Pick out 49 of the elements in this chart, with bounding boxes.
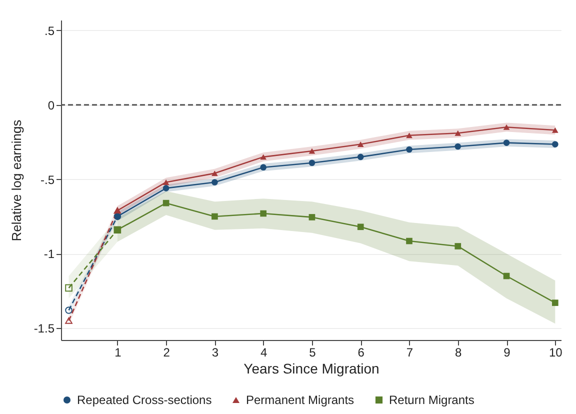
- point: [162, 185, 170, 192]
- point: [65, 306, 72, 314]
- x-tick-label: 6: [358, 346, 365, 360]
- point: [260, 210, 266, 217]
- point: [308, 160, 316, 166]
- point: [454, 143, 462, 150]
- x-tick-label: 8: [455, 346, 462, 360]
- y-tick-label: .5: [44, 24, 55, 38]
- point: [162, 200, 170, 206]
- point: [162, 179, 170, 185]
- x-tick-label: 5: [309, 346, 316, 360]
- point: [406, 146, 412, 153]
- point: [406, 238, 412, 244]
- point: [65, 284, 72, 292]
- y-tick-label: -.5: [40, 172, 55, 187]
- point: [212, 179, 218, 186]
- legend-label: Permanent Migrants: [246, 393, 354, 407]
- y-tick-label: 0: [48, 98, 55, 112]
- point: [212, 170, 218, 176]
- point: [454, 130, 462, 136]
- point: [357, 142, 364, 148]
- x-tick-label: 1: [114, 346, 122, 360]
- point: [503, 272, 510, 280]
- point: [552, 300, 558, 306]
- x-tick-label: 4: [260, 346, 268, 360]
- y-tick-label: -1: [44, 247, 55, 262]
- point: [260, 164, 266, 171]
- x-tick-label: 9: [504, 346, 511, 360]
- point: [552, 141, 558, 148]
- x-tick-label: 2: [163, 346, 170, 360]
- point: [406, 132, 412, 138]
- y-axis-title: Relative log earnings: [8, 119, 24, 242]
- x-tick-label: 10: [548, 346, 563, 360]
- point: [357, 224, 364, 230]
- legend-label: Repeated Cross-sections: [77, 393, 212, 407]
- x-tick-label: 7: [406, 346, 414, 360]
- point: [454, 243, 462, 250]
- point: [503, 124, 510, 130]
- y-tick-label: -1.5: [34, 322, 55, 336]
- x-axis-title: Years Since Migration: [244, 360, 380, 376]
- point: [308, 214, 316, 220]
- x-tick-label: 3: [212, 346, 219, 360]
- legend-label: Return Migrants: [389, 393, 474, 407]
- point: [357, 154, 364, 160]
- point: [308, 148, 316, 154]
- point: [212, 213, 218, 220]
- point: [552, 127, 558, 133]
- point: [260, 154, 266, 160]
- point: [503, 140, 510, 146]
